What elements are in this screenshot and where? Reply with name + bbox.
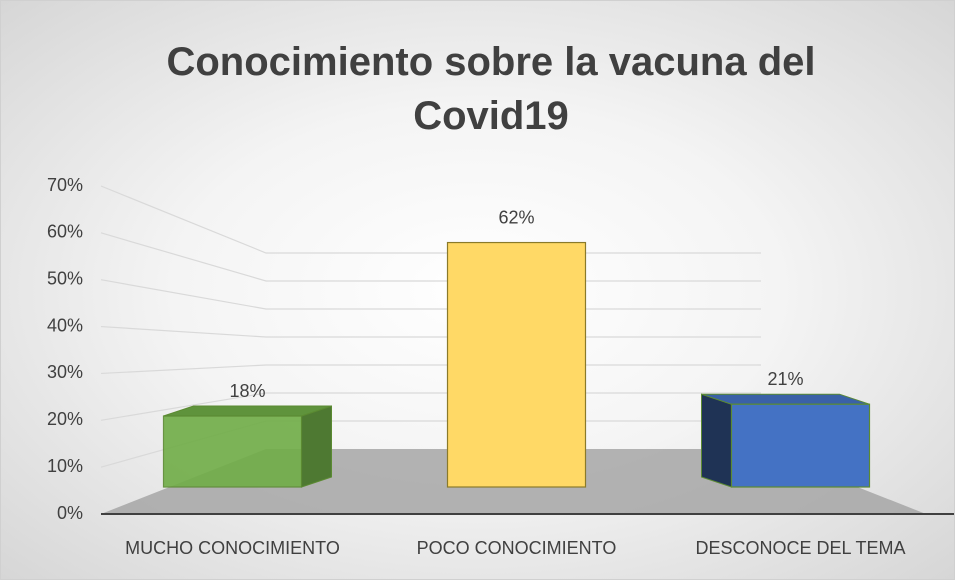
y-tick-label: 20%	[47, 409, 83, 429]
grid-line	[100, 232, 761, 282]
y-tick-label: 0%	[57, 503, 83, 523]
x-tick-label: DESCONOCE DEL TEMA	[695, 538, 905, 558]
bar	[730, 403, 871, 488]
x-tick-label: MUCHO CONOCIMIENTO	[125, 538, 340, 558]
value-label: 21%	[767, 369, 803, 389]
y-tick-label: 50%	[47, 268, 83, 288]
chart-title: Conocimiento sobre la vacuna del Covid19	[166, 40, 816, 138]
y-tick-label: 70%	[47, 175, 83, 195]
bar-top	[701, 393, 870, 405]
x-tick-label: POCO CONOCIMIENTO	[417, 538, 617, 558]
value-label: 18%	[229, 381, 265, 401]
bar	[446, 241, 587, 488]
bar-top	[163, 405, 332, 417]
y-tick-label: 40%	[47, 315, 83, 335]
grid-line	[100, 364, 761, 375]
y-tick-label: 30%	[47, 362, 83, 382]
grid-line	[100, 279, 761, 310]
bar-side	[301, 405, 332, 488]
bar	[162, 415, 303, 488]
y-tick-label: 10%	[47, 456, 83, 476]
y-tick-label: 60%	[47, 222, 83, 242]
value-label: 62%	[498, 207, 534, 227]
grid-line	[100, 392, 761, 421]
grid-line	[100, 185, 761, 254]
grid-line	[100, 325, 761, 338]
bar-side	[701, 393, 732, 488]
